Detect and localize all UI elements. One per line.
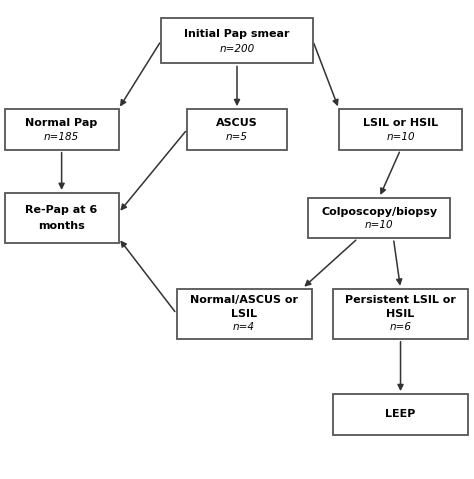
Text: Normal Pap: Normal Pap <box>26 118 98 128</box>
Text: Colposcopy/biopsy: Colposcopy/biopsy <box>321 207 437 217</box>
FancyBboxPatch shape <box>308 197 450 239</box>
Text: ASCUS: ASCUS <box>216 118 258 128</box>
Text: n=10: n=10 <box>365 220 393 230</box>
Text: Normal/ASCUS or: Normal/ASCUS or <box>190 295 298 305</box>
Text: n=6: n=6 <box>390 322 411 332</box>
Text: LEEP: LEEP <box>385 410 416 419</box>
Text: n=185: n=185 <box>44 132 79 142</box>
Text: Re-Pap at 6: Re-Pap at 6 <box>26 205 98 215</box>
Text: HSIL: HSIL <box>386 309 415 319</box>
FancyBboxPatch shape <box>333 394 468 435</box>
Text: LSIL: LSIL <box>231 309 257 319</box>
FancyBboxPatch shape <box>333 288 468 339</box>
FancyBboxPatch shape <box>5 193 118 243</box>
Text: LSIL or HSIL: LSIL or HSIL <box>363 118 438 128</box>
Text: n=4: n=4 <box>233 322 255 332</box>
FancyBboxPatch shape <box>161 18 313 64</box>
Text: Persistent LSIL or: Persistent LSIL or <box>345 295 456 305</box>
FancyBboxPatch shape <box>176 288 311 339</box>
FancyBboxPatch shape <box>339 109 462 150</box>
FancyBboxPatch shape <box>5 109 118 150</box>
Text: n=5: n=5 <box>226 132 248 142</box>
FancyBboxPatch shape <box>187 109 287 150</box>
Text: n=200: n=200 <box>219 44 255 54</box>
Text: n=10: n=10 <box>386 132 415 142</box>
Text: months: months <box>38 221 85 231</box>
Text: Initial Pap smear: Initial Pap smear <box>184 29 290 39</box>
